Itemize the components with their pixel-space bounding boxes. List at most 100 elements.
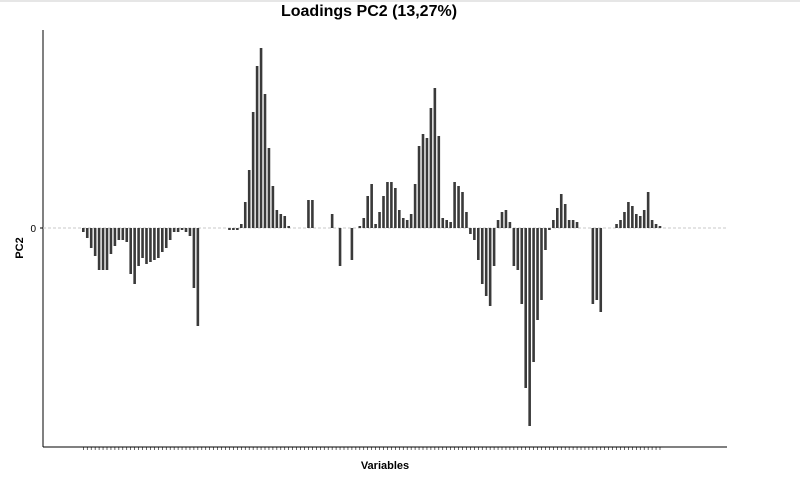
bar	[228, 228, 231, 230]
bar	[528, 228, 531, 426]
bar	[263, 94, 267, 228]
bar	[512, 228, 516, 266]
bar	[161, 228, 164, 252]
bar	[93, 228, 97, 256]
bar	[168, 228, 172, 240]
bar	[473, 228, 476, 240]
bar	[552, 220, 555, 228]
bar	[544, 228, 547, 250]
bar	[413, 184, 417, 228]
bar	[484, 228, 488, 296]
bar	[176, 228, 180, 232]
bar	[496, 220, 500, 228]
bar	[192, 228, 196, 288]
bar	[180, 228, 184, 230]
bar	[457, 186, 460, 228]
bar	[101, 228, 105, 270]
bar	[188, 228, 192, 236]
bar	[149, 228, 152, 262]
bar	[311, 200, 314, 228]
bar	[129, 228, 132, 274]
bar	[615, 224, 618, 228]
bar	[358, 226, 362, 228]
bar	[540, 228, 543, 300]
bar	[532, 228, 535, 362]
bar	[362, 218, 366, 228]
bar	[378, 212, 381, 228]
bar	[153, 228, 156, 260]
bar	[516, 228, 520, 270]
bar	[627, 202, 630, 228]
bar	[394, 188, 397, 228]
bar	[157, 228, 160, 258]
y-axis-label: PC2	[14, 237, 26, 259]
bar	[113, 228, 117, 246]
bar	[559, 194, 563, 228]
bar	[571, 220, 575, 228]
bar	[623, 212, 626, 228]
bar	[650, 220, 654, 228]
bar	[437, 136, 441, 228]
bar	[145, 228, 148, 264]
top-border-line	[0, 0, 800, 2]
bar	[386, 182, 389, 228]
bar	[382, 196, 385, 228]
bar	[575, 222, 579, 228]
bar	[524, 228, 527, 388]
bar	[401, 218, 405, 228]
bar	[631, 206, 634, 228]
bar	[109, 228, 113, 254]
bar	[591, 228, 595, 304]
bar	[520, 228, 524, 304]
bar	[338, 228, 342, 266]
bar	[635, 214, 638, 228]
bar	[548, 228, 551, 230]
bar	[449, 222, 452, 228]
bar	[453, 182, 456, 228]
bar	[236, 228, 239, 230]
bar	[425, 138, 429, 228]
bar	[595, 228, 599, 300]
bar	[642, 210, 646, 228]
bar	[417, 146, 421, 228]
bar	[374, 224, 377, 228]
bar	[330, 214, 334, 228]
bar	[500, 212, 504, 228]
y-tick-label-zero: 0	[30, 224, 36, 235]
bar	[567, 220, 571, 228]
bar	[164, 228, 168, 248]
bar	[271, 186, 275, 228]
bar	[255, 66, 259, 228]
bar	[390, 182, 393, 228]
bar	[536, 228, 539, 320]
bar	[259, 48, 263, 228]
bar	[429, 108, 433, 228]
bar	[279, 214, 283, 228]
bar	[275, 210, 279, 228]
bar	[441, 218, 445, 228]
bar	[97, 228, 101, 270]
bar	[465, 212, 468, 228]
bar	[350, 228, 354, 260]
x-ticks-group	[83, 447, 661, 450]
bar	[469, 228, 472, 234]
bar	[433, 88, 437, 228]
bar	[480, 228, 484, 284]
bar	[287, 226, 290, 228]
bar	[172, 228, 176, 232]
bar	[184, 228, 188, 232]
bar	[141, 228, 144, 258]
bar	[117, 228, 121, 240]
bar	[137, 228, 140, 266]
bar	[492, 228, 496, 266]
bar	[247, 170, 251, 228]
bar	[121, 228, 125, 240]
bar	[638, 216, 642, 228]
bar	[646, 192, 650, 228]
bar	[508, 222, 512, 228]
bar	[85, 228, 89, 238]
bar	[563, 204, 567, 228]
bar	[243, 202, 247, 228]
bar	[654, 224, 658, 228]
